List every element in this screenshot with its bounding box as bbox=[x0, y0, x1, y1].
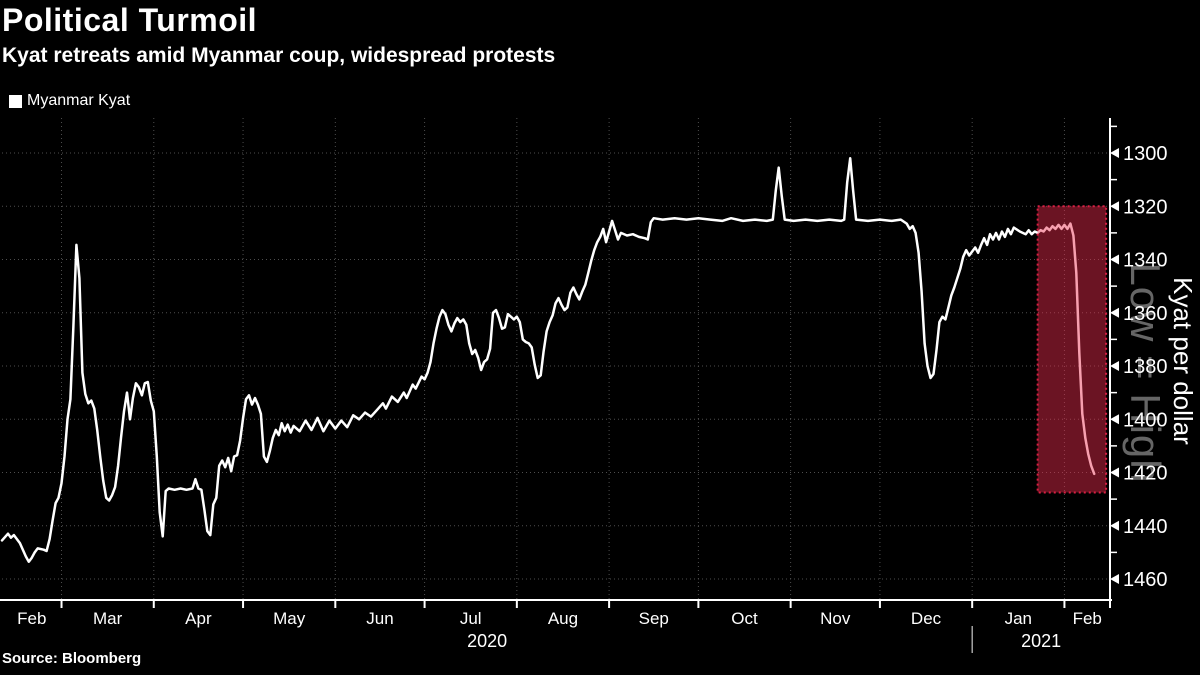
legend: Myanmar Kyat bbox=[9, 92, 130, 110]
y-tick-label: 1320 bbox=[1123, 196, 1168, 218]
y-tick-label: 1400 bbox=[1123, 409, 1168, 431]
price-line-layer bbox=[0, 157, 1096, 563]
y-tick-arrow-icon bbox=[1110, 361, 1119, 371]
y-tick-label: 1300 bbox=[1123, 143, 1168, 165]
x-month-label: Feb bbox=[17, 609, 46, 628]
y-tick-label: 1360 bbox=[1123, 303, 1168, 325]
year-label-2021: 2021 bbox=[1021, 631, 1061, 651]
y-tick-label: 1440 bbox=[1123, 516, 1168, 538]
y-tick-label: 1340 bbox=[1123, 250, 1168, 272]
y-tick-arrow-icon bbox=[1110, 414, 1119, 425]
watermark-low-equals-high: Low = High bbox=[1122, 262, 1169, 483]
x-month-label: Mar bbox=[93, 609, 123, 628]
y-tick-label: 1460 bbox=[1123, 569, 1168, 591]
highlight-region bbox=[1036, 205, 1108, 494]
legend-label: Myanmar Kyat bbox=[27, 92, 131, 109]
coup-highlight-layer bbox=[1036, 205, 1108, 494]
myanmar-kyat-line bbox=[0, 157, 1096, 563]
x-month-label: May bbox=[273, 609, 306, 628]
x-month-label: Apr bbox=[185, 609, 212, 628]
x-month-label: Nov bbox=[820, 609, 851, 628]
y-tick-arrow-icon bbox=[1110, 574, 1119, 584]
axes-layer: 1300 1320 1340 1360 1380 1400 1420 1440 1460 Feb M… bbox=[0, 118, 1168, 653]
year-label-2020: 2020 bbox=[467, 631, 507, 651]
y-tick-label: 1380 bbox=[1123, 356, 1168, 378]
x-month-label: Aug bbox=[548, 609, 578, 628]
y-tick-arrow-icon bbox=[1110, 148, 1119, 158]
axis-title-layer: Kyat per dollar bbox=[1168, 277, 1198, 445]
y-tick-arrow-icon bbox=[1110, 520, 1119, 531]
x-month-label: Feb bbox=[1073, 609, 1102, 628]
x-month-label: Dec bbox=[911, 609, 942, 628]
watermark-layer: Low = High bbox=[1122, 262, 1169, 483]
chart-subtitle: Kyat retreats amid Myanmar coup, widespr… bbox=[2, 44, 556, 67]
x-month-label: Oct bbox=[731, 609, 758, 628]
y-axis-title: Kyat per dollar bbox=[1168, 277, 1198, 445]
legend-square-marker bbox=[9, 94, 22, 108]
gridlines bbox=[2, 118, 1110, 600]
y-tick-arrow-icon bbox=[1110, 254, 1119, 265]
y-tick-arrow-icon bbox=[1110, 307, 1119, 318]
y-tick-arrow-icon bbox=[1110, 201, 1119, 212]
y-tick-arrow-icon bbox=[1110, 467, 1119, 478]
source-label: Source: Bloomberg bbox=[2, 650, 142, 667]
x-month-label: Sep bbox=[639, 609, 669, 628]
x-month-label: Jun bbox=[366, 609, 393, 628]
y-tick-label: 1420 bbox=[1123, 463, 1168, 485]
x-month-label: Jan bbox=[1005, 609, 1032, 628]
chart-title: Political Turmoil bbox=[2, 2, 258, 38]
x-month-label: Jul bbox=[460, 609, 482, 628]
